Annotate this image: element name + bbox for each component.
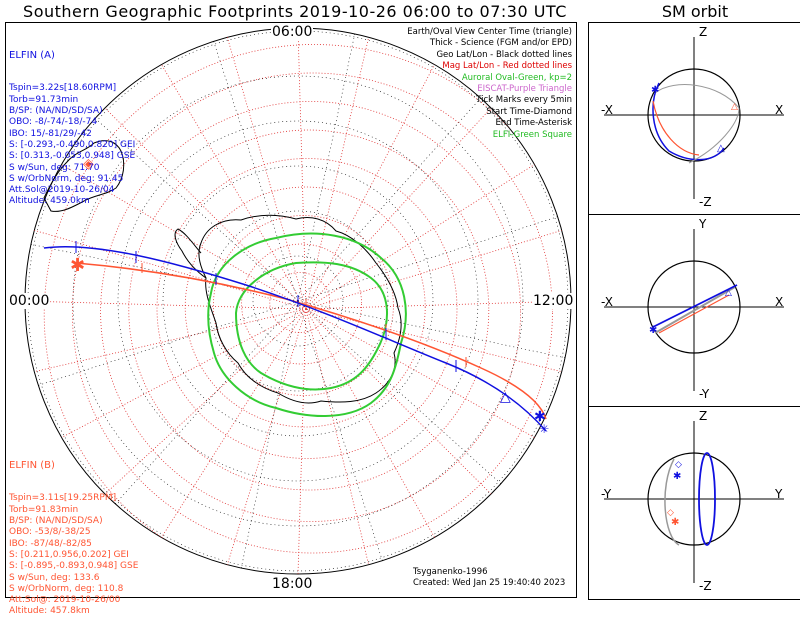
elfin-a-info-line: IBO: 15/-81/29/-42: [9, 128, 92, 139]
legend-item: EISCAT-Purple Triangle: [477, 84, 572, 95]
elfin-a-info-line: B/SP: (NA/ND/SD/SA): [9, 106, 103, 117]
sm-orbit-title: SM orbit: [661, 2, 729, 21]
elfin-b-info-line: Torb=91.83min: [9, 504, 79, 515]
sm2-axis-top: Y: [699, 217, 707, 231]
elfin-b-info-line: Tspin=3.11s[19.25RPM]: [9, 493, 117, 504]
antarctic-peninsula: [174, 228, 207, 279]
legend-item: Mag Lat/Lon - Red dotted lines: [442, 61, 572, 72]
auroral-oval-inner: [234, 261, 388, 391]
sm3-axis-right: Y: [775, 487, 783, 501]
svg-text:△: △: [731, 102, 738, 112]
legend-item: Thick - Science (FGM and/or EPD): [429, 38, 572, 49]
elfin-a-info: ELFIN (A) Tspin=3.22s[18.60RPM] Torb=91.7…: [9, 27, 135, 230]
svg-text:△: △: [717, 143, 725, 154]
svg-text:△: △: [725, 288, 732, 298]
antarctica-coastline: [198, 214, 402, 404]
elfin-a-info-line: S w/Sun, deg: 71.70: [9, 162, 100, 173]
elfin-b-info-line: Att.Sol@: 2019-10-26/00: [9, 595, 121, 606]
elfin-b-info-line: B/SP: (NA/ND/SD/SA): [9, 516, 103, 527]
sm2-axis-right: X: [775, 295, 784, 309]
legend-item: Start Time-Diamond: [486, 106, 572, 117]
footprint-map-panel: ✱ ◈ ✱ △ ✳ ELFIN (A) Tspin=3.22s[18.60RPM…: [5, 22, 577, 616]
elfin-b-start-diamond-icon: ◈: [83, 156, 94, 172]
svg-text:◇: ◇: [667, 508, 674, 518]
sm-orbit-yz-panel: ✱ ✱ ◇ ◇ Z -Z -Y Y: [588, 406, 800, 600]
elfin-b-info-line: S: [-0.895,-0.893,0.948] GSE: [9, 561, 139, 572]
elfin-a-lines: Tspin=3.22s[18.60RPM] Torb=91.73min B/SP: …: [9, 83, 135, 207]
sm1-axis-top: Z: [699, 25, 708, 39]
sm3-axis-top: Z: [699, 409, 708, 423]
sm3-axis-left: -Y: [601, 487, 612, 501]
elfin-a-info-line: Tspin=3.22s[18.60RPM]: [9, 83, 117, 94]
elfin-b-track: [75, 262, 547, 420]
sm2-axis-left: -X: [601, 295, 613, 309]
australia-coastline: [43, 140, 125, 212]
clock-label-right: 12:00: [532, 293, 575, 309]
legend-item: Earth/Oval View Center Time (triangle): [407, 27, 572, 37]
elfin-b-info-line: S w/Sun, deg: 133.6: [9, 572, 100, 583]
elfin-a-start-asterisk-icon: ✱: [534, 409, 546, 425]
svg-text:✱: ✱: [671, 517, 679, 528]
elfin-a-end-marker-icon: ✳: [539, 422, 549, 436]
svg-text:◇: ◇: [675, 460, 682, 470]
elfin-a-info-line: OBO: -8/-74/-18/-74: [9, 117, 98, 128]
model-name: Tsyganenko-1996: [413, 567, 488, 577]
elfin-a-info-line: S w/OrbNorm, deg: 91.45: [9, 173, 124, 184]
elfin-b-end-asterisk-icon: ✱: [70, 255, 85, 276]
elfin-b-info-line: IBO: -87/48/-82/85: [9, 538, 92, 549]
clock-label-top: 06:00: [271, 24, 314, 40]
clock-label-bottom: 18:00: [271, 576, 314, 592]
sm2-axis-bottom: -Y: [699, 387, 710, 401]
page-title: Southern Geographic Footprints 2019-10-2…: [23, 2, 567, 21]
svg-text:✱: ✱: [649, 325, 657, 336]
created-timestamp: Created: Wed Jan 25 19:40:40 2023: [413, 578, 566, 588]
elfin-a-view-center-triangle-icon: △: [500, 389, 511, 405]
footprint-map: ✱ ◈ ✱ △ ✳: [24, 27, 572, 575]
legend-item: ELFI-Green Square: [492, 129, 572, 140]
sm3-axis-bottom: -Z: [699, 579, 712, 593]
elfin-b-info-line: OBO: -53/8/-38/25: [9, 527, 91, 538]
credits: Tsyganenko-1996 Created: Wed Jan 25 19:4…: [413, 567, 565, 589]
elfin-a-info-line: S: [0.313,-0.053,0.948] GSE: [9, 151, 136, 162]
elfin-a-info-line: Altitude: 459.0km: [9, 196, 90, 207]
clock-label-left: 00:00: [8, 293, 51, 309]
legend-item: Auroral Oval-Green, kp=2: [461, 72, 572, 83]
auroral-oval-outer: [207, 232, 407, 417]
elfin-b-info: ELFIN (B) Tspin=3.11s[19.25RPM] Torb=91.8…: [9, 437, 138, 640]
svg-text:✱: ✱: [651, 85, 659, 96]
legend-item: Tick Marks every 5min: [476, 95, 572, 106]
elfin-a-tick-marks: [75, 241, 457, 372]
sm-orbit-xy-panel: ✱ △ Y -Y -X X: [588, 214, 800, 408]
elfin-b-lines: Tspin=3.11s[19.25RPM] Torb=91.83min B/SP: …: [9, 493, 138, 617]
mag-grid: [24, 27, 572, 575]
elfin-a-track: [43, 245, 547, 432]
sm-orbit-xz-panel: ✱ △ △ Z -Z -X X: [588, 22, 800, 216]
elfin-a-info-line: Att.Sol@2019-10-26/04: [9, 185, 115, 196]
sm1-axis-left: -X: [601, 103, 613, 117]
elfin-b-name: ELFIN (B): [9, 459, 55, 471]
elfin-b-info-line: Altitude: 457.8km: [9, 606, 90, 617]
elfin-a-info-line: Torb=91.73min: [9, 94, 79, 105]
elfin-b-info-line: S w/OrbNorm, deg: 110.8: [9, 583, 124, 594]
sm1-axis-right: X: [775, 103, 784, 117]
legend-item: End Time-Asterisk: [495, 118, 572, 129]
elfin-a-info-line: S: [-0.293,-0.490,0.820] GEI: [9, 139, 136, 150]
elfin-b-info-line: S: [0.211,0.956,0.202] GEI: [9, 549, 129, 560]
svg-text:✱: ✱: [673, 471, 681, 482]
legend: Earth/Oval View Center Time (triangle) Th…: [407, 27, 572, 141]
legend-item: Geo Lat/Lon - Black dotted lines: [436, 49, 572, 60]
sm1-axis-bottom: -Z: [699, 195, 712, 209]
elfin-a-name: ELFIN (A): [9, 49, 55, 61]
